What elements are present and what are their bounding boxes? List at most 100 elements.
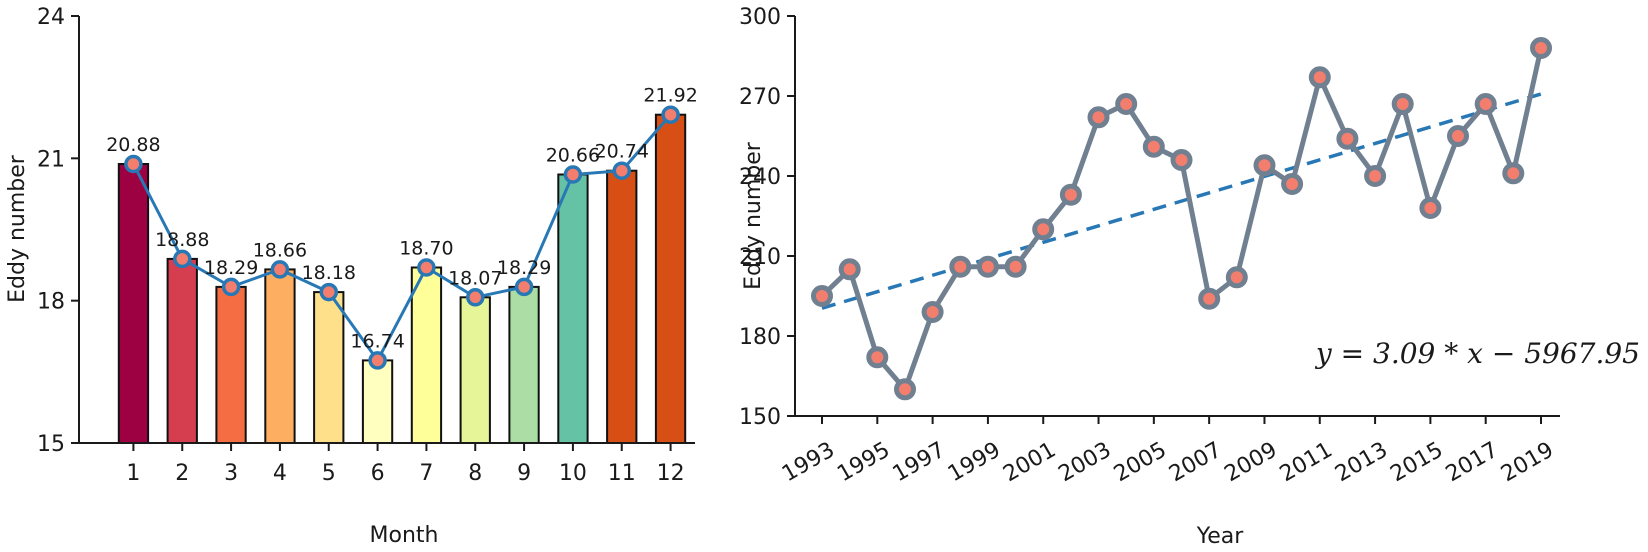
x-tick-label-2009: 2009 bbox=[1220, 438, 1281, 488]
line-point-1993 bbox=[811, 285, 833, 307]
data-label-month-8: 18.07 bbox=[448, 267, 502, 289]
bar-month-8 bbox=[459, 296, 491, 444]
line-point-2007 bbox=[1198, 287, 1221, 310]
data-label-month-12: 21.92 bbox=[643, 85, 697, 107]
x-tick-label-9: 9 bbox=[517, 461, 531, 486]
x-tick-label-2005: 2005 bbox=[1110, 438, 1171, 488]
data-label-month-6: 16.74 bbox=[350, 330, 404, 352]
x-tick-label-1999: 1999 bbox=[944, 438, 1005, 488]
line-point-1994 bbox=[838, 258, 861, 281]
y-tick-label-18: 18 bbox=[37, 290, 65, 315]
data-label-month-10: 20.66 bbox=[546, 145, 600, 167]
x-tick-label-12: 12 bbox=[657, 461, 685, 486]
line-point-month-11 bbox=[612, 161, 632, 180]
bar-month-6 bbox=[361, 359, 394, 444]
x-tick-label-2017: 2017 bbox=[1442, 438, 1503, 488]
x-tick-label-3: 3 bbox=[224, 461, 238, 486]
x-axis-title: Month bbox=[370, 523, 439, 548]
x-tick-label-2011: 2011 bbox=[1276, 438, 1337, 488]
monthly-eddy-bar-chart: 20.8818.8818.2918.6618.1816.7418.7018.07… bbox=[5, 5, 698, 548]
line-point-2008 bbox=[1225, 266, 1248, 289]
bar-month-5 bbox=[313, 291, 345, 444]
line-point-1999 bbox=[976, 255, 999, 278]
y-tick-label-240: 240 bbox=[739, 165, 781, 190]
overlay-line-group bbox=[124, 105, 680, 370]
line-point-2014 bbox=[1391, 93, 1414, 115]
line-point-1998 bbox=[949, 255, 972, 278]
line-point-2001 bbox=[1032, 218, 1055, 241]
x-axis-title: Year bbox=[1196, 524, 1245, 549]
x-tick-label-2013: 2013 bbox=[1331, 438, 1392, 488]
trend-line bbox=[821, 92, 1542, 310]
series-line-group bbox=[811, 37, 1552, 401]
line-point-2002 bbox=[1059, 183, 1082, 206]
x-tick-label-1: 1 bbox=[126, 461, 140, 486]
x-tick-label-2: 2 bbox=[175, 461, 189, 486]
x-tick-label-1993: 1993 bbox=[778, 438, 839, 488]
yearly-eddy-line-chart: 1501802102402703001993199519971999200120… bbox=[739, 5, 1640, 549]
data-label-month-3: 18.29 bbox=[204, 257, 258, 279]
bar-month-2 bbox=[166, 257, 198, 444]
y-tick-label-300: 300 bbox=[739, 5, 781, 30]
line-point-2018 bbox=[1502, 162, 1525, 185]
x-tick-label-5: 5 bbox=[322, 461, 336, 486]
x-tick-label-10: 10 bbox=[559, 461, 587, 486]
line-point-2000 bbox=[1004, 255, 1027, 278]
line-point-month-2 bbox=[173, 249, 192, 269]
x-tick-label-7: 7 bbox=[419, 461, 433, 486]
line-point-2016 bbox=[1447, 125, 1469, 147]
data-label-month-5: 18.18 bbox=[302, 262, 356, 284]
x-tick-label-1997: 1997 bbox=[889, 438, 950, 488]
bar-month-4 bbox=[264, 268, 296, 444]
line-point-2006 bbox=[1170, 149, 1193, 171]
line-point-1997 bbox=[921, 301, 944, 323]
x-tick-label-2019: 2019 bbox=[1497, 438, 1558, 488]
axes: 1501802102402703001993199519971999200120… bbox=[739, 5, 1560, 487]
line-point-month-8 bbox=[466, 288, 485, 307]
data-label-month-1: 20.88 bbox=[106, 134, 160, 156]
line-point-2017 bbox=[1474, 93, 1497, 115]
x-tick-label-6: 6 bbox=[371, 461, 385, 486]
line-point-month-4 bbox=[270, 260, 290, 279]
trend-line-group bbox=[821, 92, 1542, 310]
line-point-2015 bbox=[1419, 197, 1442, 219]
bar-month-9 bbox=[508, 285, 540, 444]
line-point-month-7 bbox=[417, 258, 436, 277]
line-point-1996 bbox=[894, 378, 916, 401]
trend-equation: y = 3.09 * x − 5967.95 bbox=[1314, 337, 1640, 370]
bar-month-1 bbox=[117, 163, 150, 444]
y-tick-label-150: 150 bbox=[739, 405, 781, 430]
line-point-month-9 bbox=[514, 277, 534, 297]
x-tick-label-2003: 2003 bbox=[1055, 438, 1116, 488]
y-axis-title: Eddy number bbox=[5, 154, 30, 303]
y-axis-title: Eddy number bbox=[741, 141, 766, 290]
y-tick-label-210: 210 bbox=[739, 245, 781, 270]
y-tick-label-24: 24 bbox=[37, 5, 65, 30]
y-tick-label-15: 15 bbox=[37, 432, 65, 457]
line-point-1995 bbox=[866, 346, 889, 369]
data-label-group: 20.8818.8818.2918.6618.1816.7418.7018.07… bbox=[106, 85, 698, 353]
line-point-month-12 bbox=[661, 105, 680, 124]
bar-month-10 bbox=[557, 173, 589, 444]
x-tick-label-11: 11 bbox=[608, 461, 636, 486]
y-tick-label-21: 21 bbox=[37, 147, 65, 172]
data-label-month-7: 18.70 bbox=[399, 238, 453, 260]
y-tick-label-270: 270 bbox=[739, 85, 781, 110]
line-point-month-1 bbox=[124, 154, 143, 174]
x-tick-label-2007: 2007 bbox=[1165, 438, 1226, 488]
line-point-2010 bbox=[1281, 173, 1304, 195]
line-point-2003 bbox=[1087, 106, 1110, 129]
x-tick-label-2015: 2015 bbox=[1386, 438, 1447, 488]
line-point-2011 bbox=[1308, 66, 1331, 89]
y-tick-label-180: 180 bbox=[739, 325, 781, 350]
line-point-2013 bbox=[1364, 165, 1387, 187]
line-point-2009 bbox=[1253, 154, 1276, 177]
data-label-month-4: 18.66 bbox=[253, 239, 307, 261]
bar-month-12 bbox=[654, 113, 687, 444]
bar-month-3 bbox=[215, 285, 247, 444]
bar-month-7 bbox=[410, 266, 443, 444]
line-point-month-5 bbox=[319, 282, 339, 302]
line-point-month-6 bbox=[368, 351, 387, 370]
